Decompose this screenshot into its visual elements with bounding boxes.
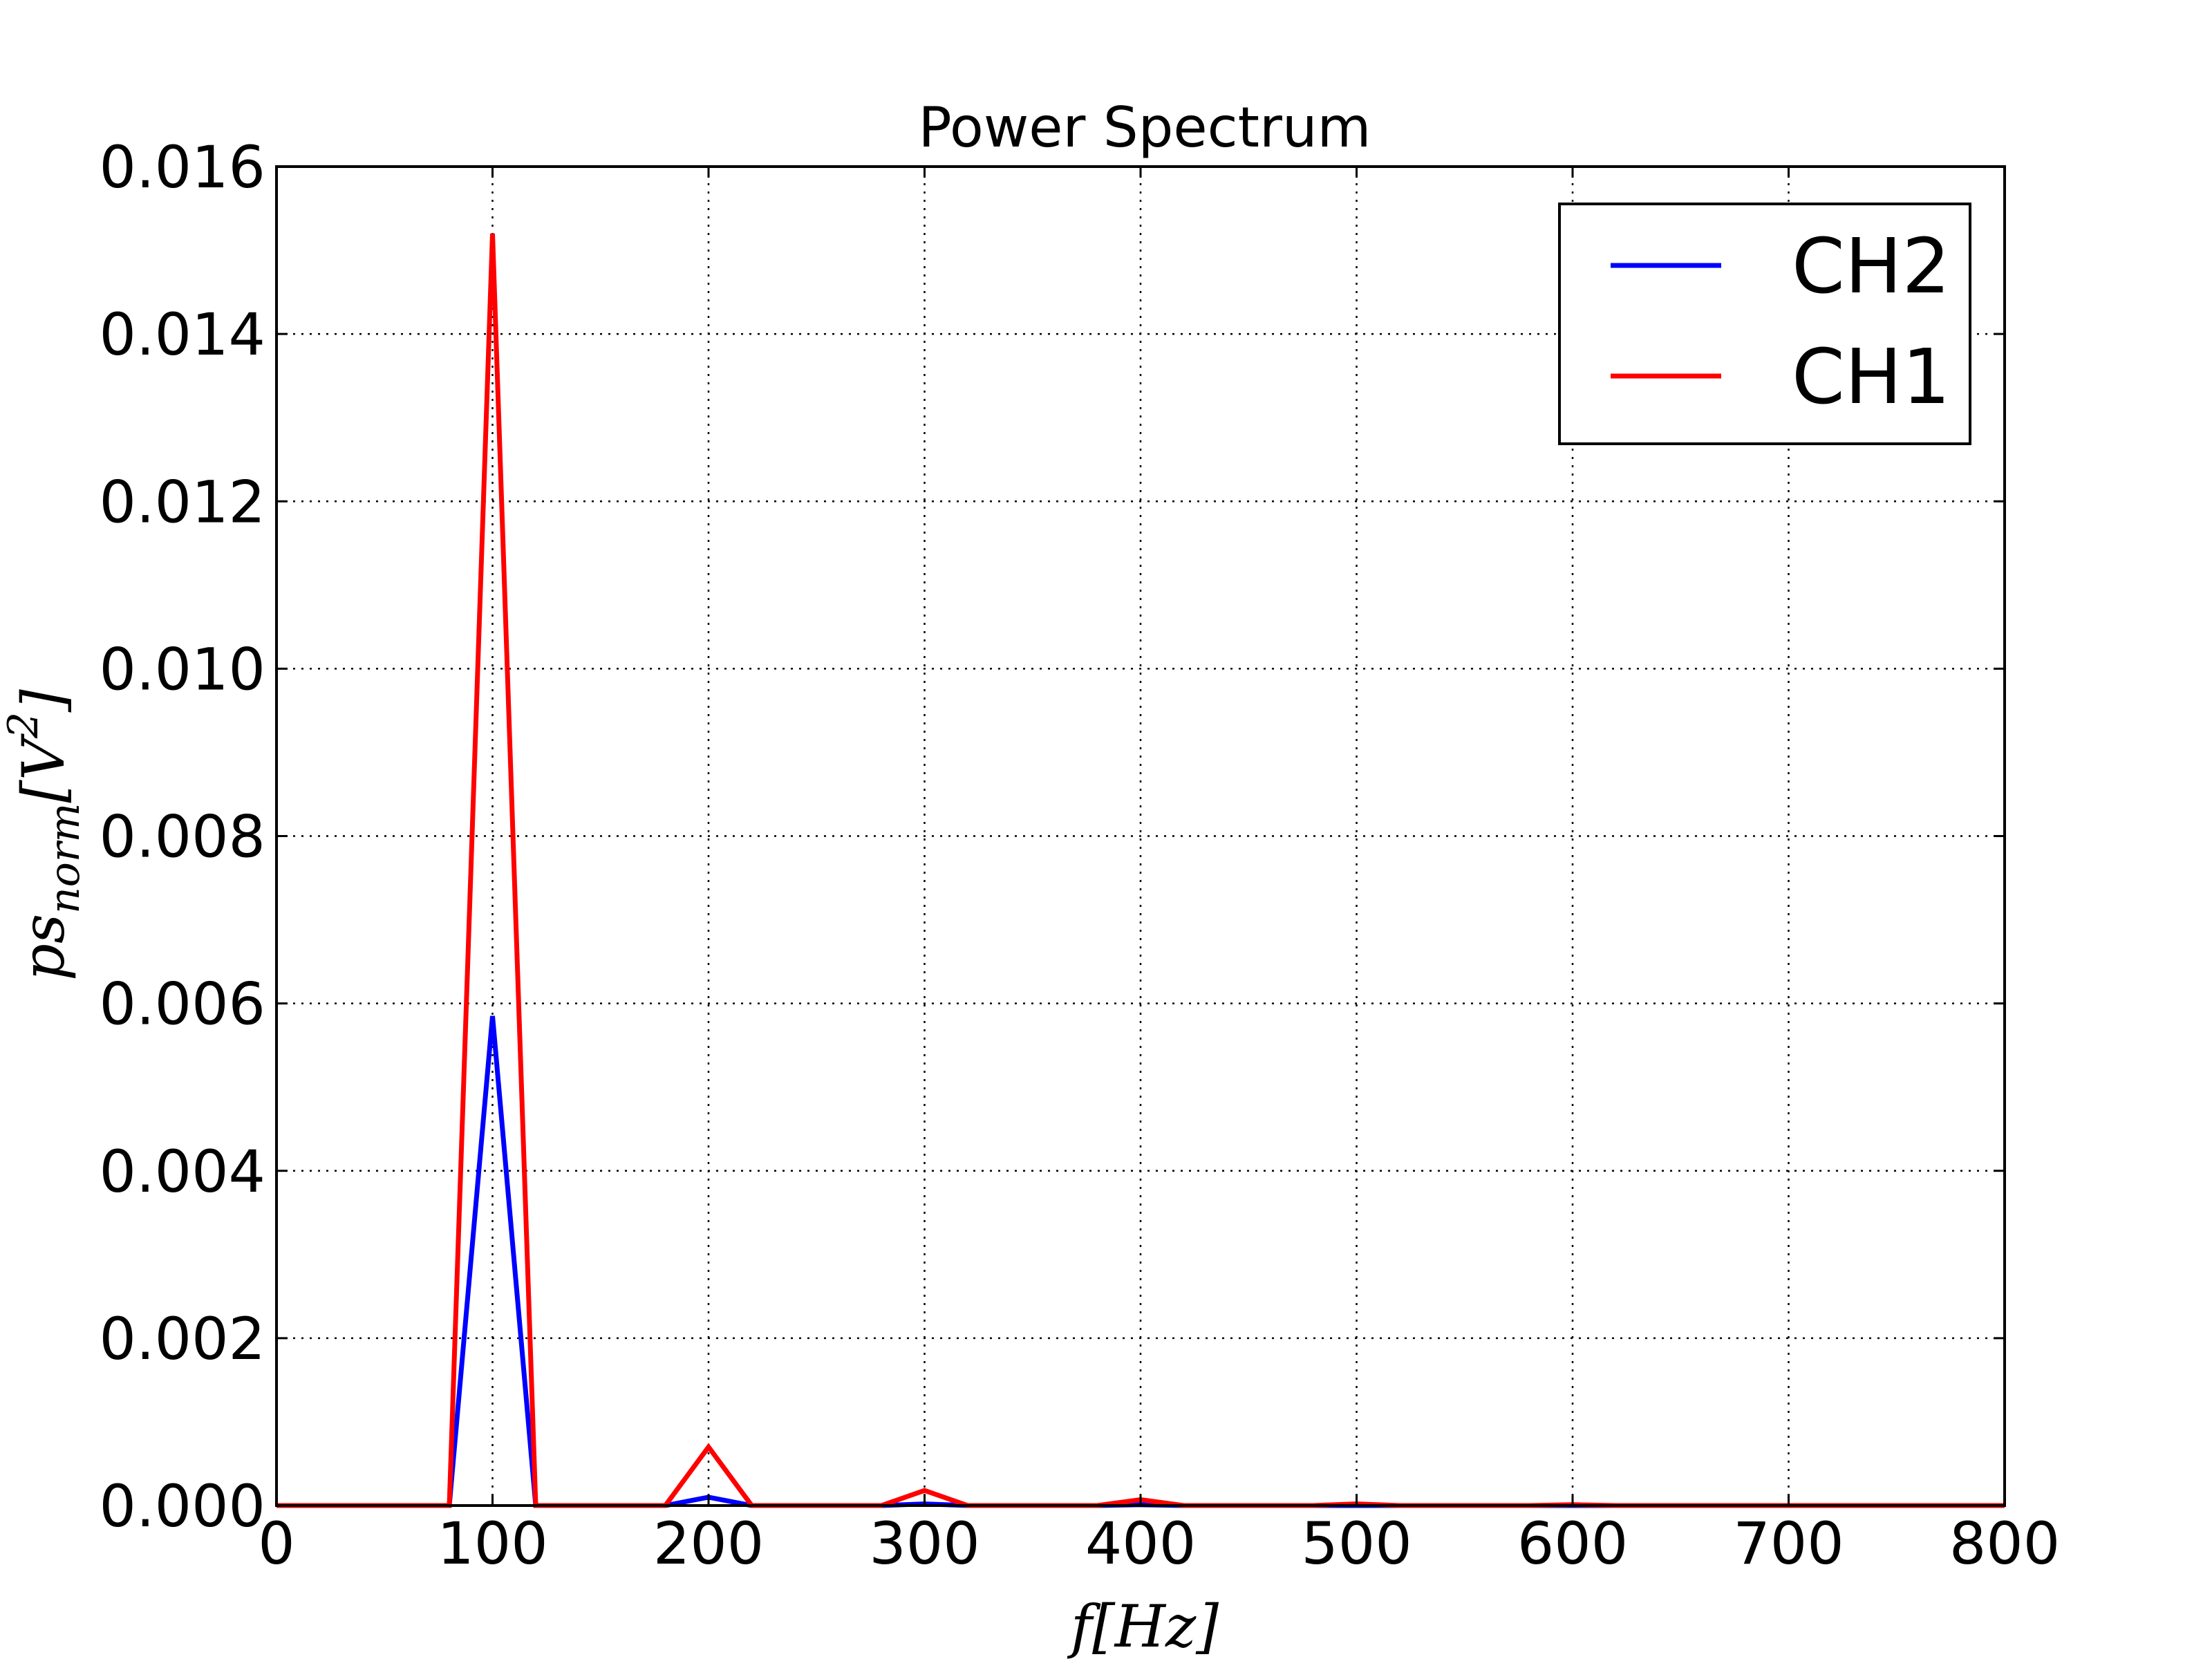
x-tick-label: 0 — [258, 1510, 294, 1577]
grid-lines — [276, 167, 2005, 1506]
y-axis-label-base: ps — [10, 914, 77, 981]
x-axis-label: f[Hz] — [1067, 1593, 1219, 1659]
y-tick-label: 0.010 — [100, 635, 265, 703]
y-tick-label: 0.000 — [100, 1472, 265, 1540]
y-tick-label: 0.014 — [100, 301, 265, 368]
chart-title: Power Spectrum — [919, 95, 1371, 160]
y-tick-label: 0.012 — [100, 468, 265, 536]
x-tick-label: 600 — [1517, 1510, 1628, 1577]
y-axis-label: psnorm[V2] — [0, 689, 89, 981]
x-tick-label: 400 — [1085, 1510, 1196, 1577]
y-tick-label: 0.006 — [100, 971, 265, 1038]
y-axis-label-superscript: 2 — [0, 712, 48, 739]
x-tick-label: 300 — [869, 1510, 980, 1577]
y-tick-label: 0.008 — [100, 803, 265, 871]
y-tick-labels: 0.000 0.002 0.004 0.006 0.008 0.010 0.012 0.014… — [100, 133, 265, 1540]
x-tick-label: 500 — [1301, 1510, 1412, 1577]
x-tick-labels: 0 100 200 300 400 500 600 700 800 — [258, 1510, 2060, 1577]
y-axis-label-bracket-close: ] — [10, 689, 77, 713]
y-axis-label-subscript: norm — [41, 803, 89, 914]
legend-box — [1558, 203, 1971, 445]
y-tick-label: 0.016 — [100, 133, 265, 201]
svg-text:psnorm[V2]: psnorm[V2] — [0, 689, 89, 981]
x-tick-label: 700 — [1733, 1510, 1844, 1577]
legend-label-ch1: CH1 — [1792, 332, 1951, 421]
y-tick-label: 0.002 — [100, 1305, 265, 1373]
y-tick-label: 0.004 — [100, 1138, 265, 1206]
x-tick-label: 200 — [653, 1510, 764, 1577]
x-tick-label: 800 — [1949, 1510, 2060, 1577]
axis-ticks — [275, 165, 2006, 1507]
x-tick-label: 100 — [437, 1510, 547, 1577]
legend-label-ch2: CH2 — [1792, 222, 1951, 310]
y-axis-label-bracket-open: [V — [10, 733, 77, 803]
